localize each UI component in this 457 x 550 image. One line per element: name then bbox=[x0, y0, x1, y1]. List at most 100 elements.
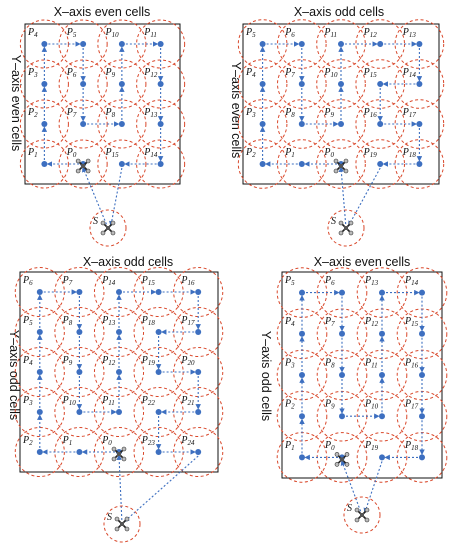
waypoint-label: P17 bbox=[180, 315, 195, 327]
coverage-circle bbox=[93, 426, 145, 478]
waypoint-dot bbox=[416, 161, 423, 167]
waypoint-label: P18 bbox=[402, 147, 417, 159]
waypoint-label: P22 bbox=[141, 395, 156, 407]
return-link bbox=[348, 167, 381, 227]
waypoint-dot bbox=[419, 372, 425, 378]
return-link bbox=[363, 461, 383, 514]
cell-p3: P3 bbox=[237, 99, 288, 149]
waypoint-label: P1 bbox=[284, 147, 295, 159]
waypoint-dot bbox=[157, 41, 164, 47]
waypoint-dot bbox=[379, 372, 385, 378]
panel-top-left: X–axis even cells Y–axis even cells P4 P5… bbox=[9, 5, 186, 247]
cell-p1: P1 bbox=[54, 426, 105, 478]
start-station: S bbox=[327, 209, 365, 247]
panel-top-right-frame bbox=[242, 23, 440, 185]
coverage-circle bbox=[356, 432, 408, 483]
waypoint-label: P9 bbox=[62, 355, 73, 367]
waypoint-dot bbox=[339, 372, 345, 378]
waypoint-dot bbox=[299, 454, 305, 461]
waypoint-label: P12 bbox=[363, 27, 378, 39]
panel-bottom-right-y-title: Y–axis odd cells bbox=[259, 331, 273, 421]
coverage-circle bbox=[14, 426, 65, 478]
waypoint-dot bbox=[76, 449, 83, 455]
waypoint-label: P1 bbox=[27, 147, 38, 159]
waypoint-label: P9 bbox=[105, 67, 116, 79]
waypoint-dot bbox=[155, 329, 162, 335]
waypoint-label: P6 bbox=[22, 275, 33, 287]
waypoint-dot bbox=[338, 121, 344, 127]
waypoint-label: P12 bbox=[101, 355, 116, 367]
waypoint-label: P14 bbox=[143, 147, 158, 159]
waypoint-dot bbox=[80, 41, 87, 47]
cell-p4: P4 bbox=[14, 346, 65, 398]
return-link bbox=[109, 167, 123, 227]
waypoint-dot bbox=[259, 121, 266, 127]
coverage-circle bbox=[133, 306, 184, 358]
coverage-circle bbox=[316, 139, 366, 189]
waypoint-label: P15 bbox=[363, 67, 378, 79]
coverage-circle bbox=[237, 139, 288, 189]
coverage-circle bbox=[54, 426, 105, 478]
waypoint-label: P7 bbox=[324, 316, 335, 328]
start-station: S bbox=[103, 505, 141, 543]
waypoint-dot bbox=[41, 121, 48, 127]
waypoint-dot bbox=[339, 413, 345, 420]
waypoint-dot bbox=[419, 289, 425, 296]
waypoint-label: P13 bbox=[101, 315, 116, 327]
waypoint-label: P11 bbox=[364, 357, 378, 369]
launch-link bbox=[82, 166, 109, 229]
waypoint-label: P18 bbox=[141, 315, 156, 327]
waypoint-label: P2 bbox=[245, 147, 256, 159]
waypoint-label: P16 bbox=[180, 275, 195, 287]
drone-icon bbox=[333, 158, 349, 174]
waypoint-label: P8 bbox=[324, 357, 335, 369]
waypoint-dot bbox=[377, 41, 384, 47]
waypoint-label: P0 bbox=[101, 435, 112, 447]
drone-icon bbox=[334, 452, 350, 467]
waypoint-label: P7 bbox=[62, 275, 73, 287]
waypoint-label: P15 bbox=[141, 275, 156, 287]
waypoint-dot bbox=[76, 369, 83, 375]
cell-p9: P9 bbox=[54, 346, 105, 398]
drone-icon bbox=[100, 220, 116, 236]
coverage-circle bbox=[97, 139, 147, 189]
waypoint-label: P8 bbox=[105, 107, 116, 119]
waypoint-label: P5 bbox=[284, 275, 295, 287]
waypoint-dot bbox=[41, 161, 48, 167]
waypoint-dot bbox=[118, 41, 125, 47]
waypoint-label: P0 bbox=[66, 147, 77, 159]
cell-p2: P2 bbox=[237, 139, 288, 189]
panel-top-right-x-title: X–axis odd cells bbox=[294, 5, 384, 19]
waypoint-dot bbox=[116, 329, 122, 335]
start-coverage-circle bbox=[89, 209, 127, 247]
waypoint-dot bbox=[155, 369, 162, 375]
waypoint-label: P5 bbox=[245, 27, 256, 39]
waypoint-dot bbox=[299, 289, 305, 296]
cell-p13: P13 bbox=[93, 306, 145, 358]
waypoint-label: P2 bbox=[284, 399, 295, 411]
coverage-circle bbox=[14, 306, 65, 358]
waypoint-dot bbox=[379, 289, 385, 296]
waypoint-dot bbox=[298, 121, 305, 127]
waypoint-dot bbox=[299, 330, 305, 337]
waypoint-label: P10 bbox=[62, 395, 77, 407]
launch-link bbox=[116, 454, 123, 525]
coverage-circle bbox=[136, 139, 186, 189]
panel-bottom-right-cells: P5 P6 P13 P14 P4 P7 P12 P15 P3 P8 P11 P16 P2 P9 P10 P17… bbox=[276, 267, 448, 534]
coverage-circle bbox=[173, 266, 224, 318]
start-label: S bbox=[107, 512, 112, 523]
waypoint-dot bbox=[155, 289, 162, 295]
start-coverage-circle bbox=[327, 209, 365, 247]
waypoint-dot bbox=[155, 449, 162, 455]
waypoint-label: P2 bbox=[22, 435, 33, 447]
coverage-circle bbox=[54, 346, 105, 398]
coverage-circle bbox=[136, 19, 186, 69]
waypoint-dot bbox=[118, 121, 125, 127]
panel-bottom-left-y-title: Y–axis odd cells bbox=[7, 330, 21, 420]
coverage-circle bbox=[14, 346, 65, 398]
waypoint-dot bbox=[76, 289, 83, 295]
panel-top-right-y-title: Y–axis even cells bbox=[229, 62, 243, 159]
coverage-circle bbox=[355, 139, 406, 189]
panel-top-right-cells: P5 P6 P11 P12 P13 P4 P7 P10 P15 P14 P3 P8 P9 P16 P17 P2… bbox=[237, 19, 445, 247]
launch-link bbox=[340, 459, 363, 516]
